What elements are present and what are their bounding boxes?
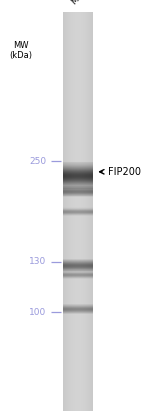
Text: 100: 100 (29, 308, 46, 317)
Text: Mouse muscle: Mouse muscle (70, 0, 119, 6)
Text: 130: 130 (29, 257, 46, 266)
Text: FIP200: FIP200 (108, 167, 141, 177)
Text: MW
(kDa): MW (kDa) (9, 41, 33, 60)
Bar (63, 13, 93, 411)
Text: 250: 250 (29, 157, 46, 166)
